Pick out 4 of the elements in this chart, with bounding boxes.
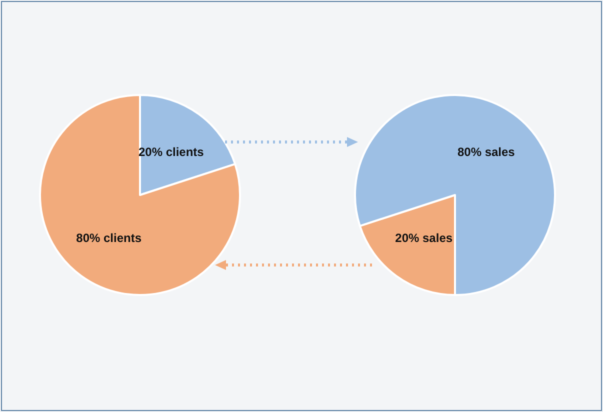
- slice-label: 80% clients: [76, 230, 142, 245]
- slice-label: 80% sales: [457, 145, 516, 160]
- slice-label: 20% clients: [138, 145, 204, 160]
- slice-label: 20% sales: [395, 230, 453, 245]
